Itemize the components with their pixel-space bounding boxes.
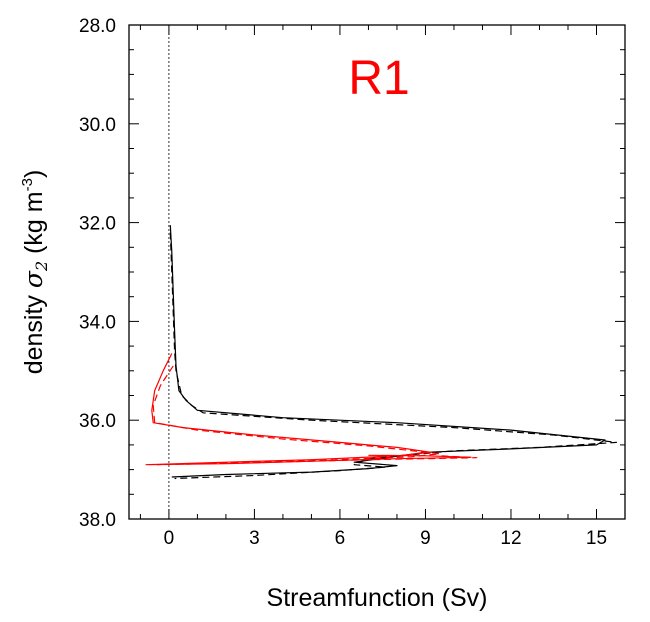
series-line-1: [169, 225, 606, 478]
y-axis-title-unit-sup: -3: [19, 178, 36, 191]
x-tick-label: 9: [420, 528, 431, 549]
series-line-3: [145, 353, 472, 466]
x-tick-label: 15: [586, 528, 607, 549]
y-axis-title-unit-close: ): [20, 170, 48, 178]
x-tick-label: 12: [500, 528, 521, 549]
y-ticks: 28.0 30.0 32.0 34.0 36.0 38.0: [79, 16, 625, 531]
y-axis-title-unit-open: (kg m: [20, 191, 48, 260]
y-axis-title: density σ2 (kg m-3): [19, 170, 51, 375]
series-lines: [145, 225, 618, 480]
y-tick-label: 30.0: [79, 115, 116, 136]
x-tick-label: 3: [249, 528, 260, 549]
panel-label: R1: [348, 52, 409, 105]
y-axis-title-prefix: density: [20, 288, 48, 374]
y-tick-label: 34.0: [79, 312, 116, 333]
x-axis-title: Streamfunction (Sv): [267, 584, 488, 612]
y-tick-label: 36.0: [79, 411, 116, 432]
x-tick-label: 6: [335, 528, 346, 549]
x-tick-label: 0: [164, 528, 175, 549]
x-ticks: 0 3 6 9 12 15: [139, 25, 626, 549]
y-tick-label: 38.0: [79, 510, 116, 531]
y-tick-label: 28.0: [79, 16, 116, 37]
y-tick-label: 32.0: [79, 214, 116, 235]
series-line-2: [169, 232, 618, 480]
y-axis-title-subscript: 2: [32, 261, 51, 272]
plot-area: 0 3 6 9 12 15 28.0 30.0 32.0 34.0 36.0 38.0: [79, 16, 626, 549]
y-axis-title-symbol: σ: [19, 270, 48, 288]
series-line-4: [152, 365, 478, 466]
